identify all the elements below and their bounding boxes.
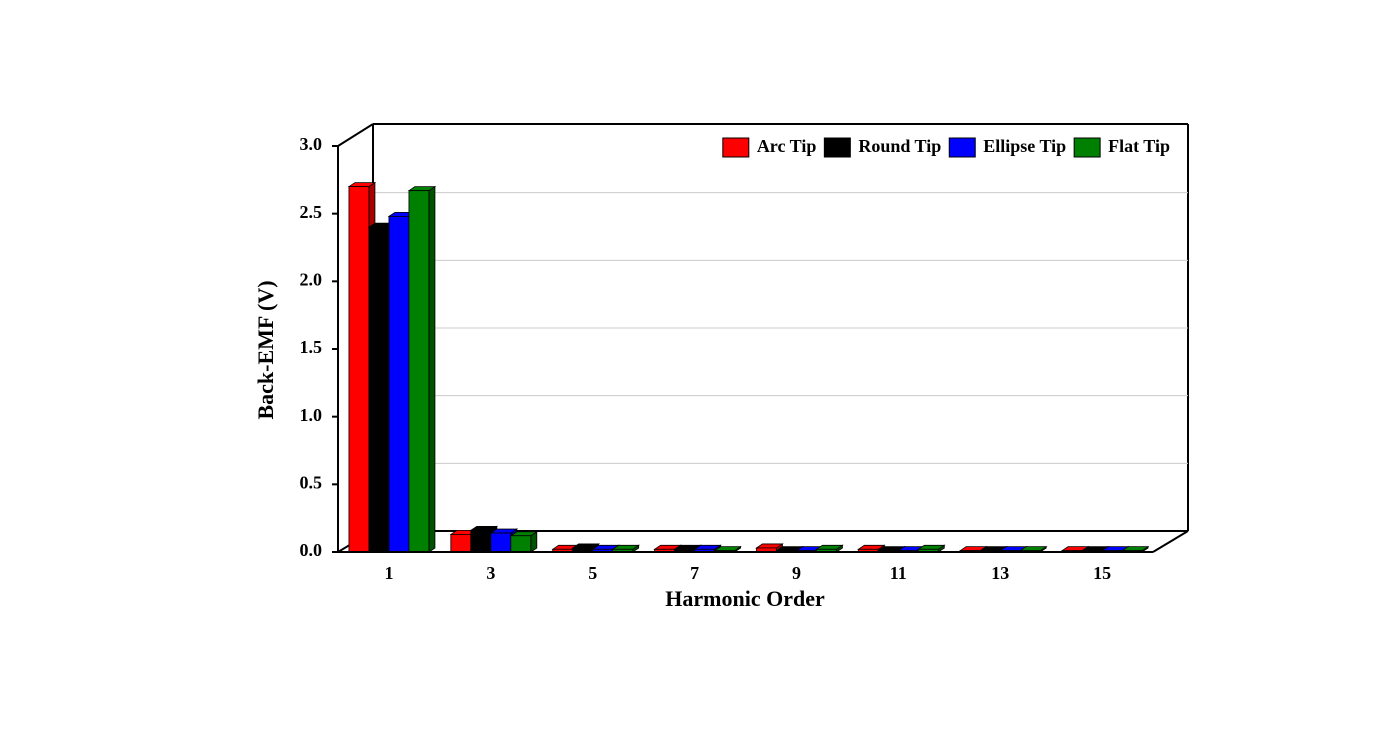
legend-label: Flat Tip [1108, 136, 1170, 156]
x-tick-label: 9 [792, 563, 801, 583]
legend-label: Arc Tip [757, 136, 817, 156]
bar [815, 544, 844, 553]
bar-front [450, 534, 472, 553]
bars [347, 181, 1150, 553]
bar-front [408, 190, 430, 553]
y-tick-label: 0.0 [300, 540, 323, 560]
bar [611, 544, 641, 553]
bar-front [368, 226, 390, 553]
grid [373, 192, 1188, 464]
y-tick-label: 1.5 [300, 337, 323, 357]
y-axis-title: Back-EMF (V) [253, 280, 278, 419]
bar-front [388, 215, 410, 553]
bar-shade [836, 545, 843, 552]
y-tick-label: 1.0 [300, 405, 323, 425]
bar-shade [632, 545, 639, 552]
x-tick-label: 5 [588, 563, 597, 583]
bar-front [510, 535, 532, 553]
bar [509, 531, 539, 553]
bar-shade [530, 531, 537, 552]
y-tick-label: 3.0 [300, 134, 323, 154]
y-tick-label: 0.5 [300, 472, 323, 492]
bar-shade [428, 186, 435, 552]
labels: 0.00.51.01.52.02.53.01 3 5 7 9 11 13 15 [300, 134, 1112, 583]
x-axis-title: Harmonic Order [665, 586, 825, 611]
y-tick-label: 2.5 [300, 202, 323, 222]
bar-front [470, 529, 492, 553]
bar-front [490, 532, 512, 553]
bar-front [348, 186, 370, 553]
x-tick-label: 13 [991, 563, 1009, 583]
bar [407, 185, 437, 553]
bar-shade [938, 545, 945, 552]
axes-frame [337, 123, 1189, 553]
x-tick-label: 11 [890, 563, 907, 583]
legend-label: Ellipse Tip [983, 136, 1066, 156]
legend: Arc Tip Round Tip Ellipse Tip Flat Tip [722, 136, 1170, 158]
front-axes [337, 146, 1189, 553]
legend-swatch [722, 137, 750, 158]
legend-swatch [948, 137, 976, 158]
x-tick-label: 15 [1093, 563, 1111, 583]
x-tick-label: 7 [690, 563, 699, 583]
y-tick-label: 2.0 [300, 269, 323, 289]
x-tick-label: 1 [384, 563, 393, 583]
legend-swatch [823, 137, 851, 158]
x-tick-label: 3 [486, 563, 495, 583]
bar [916, 544, 946, 553]
legend-swatch [1073, 137, 1101, 158]
legend-label: Round Tip [858, 136, 941, 156]
